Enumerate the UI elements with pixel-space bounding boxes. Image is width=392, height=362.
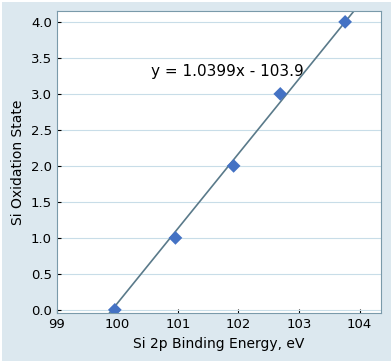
Point	[342, 19, 348, 25]
Point	[230, 163, 237, 169]
Point	[277, 91, 283, 97]
Text: y = 1.0399x - 103.9: y = 1.0399x - 103.9	[151, 64, 303, 79]
X-axis label: Si 2p Binding Energy, eV: Si 2p Binding Energy, eV	[133, 337, 305, 351]
Point	[112, 307, 118, 313]
Point	[172, 235, 179, 241]
Y-axis label: Si Oxidation State: Si Oxidation State	[11, 100, 25, 225]
